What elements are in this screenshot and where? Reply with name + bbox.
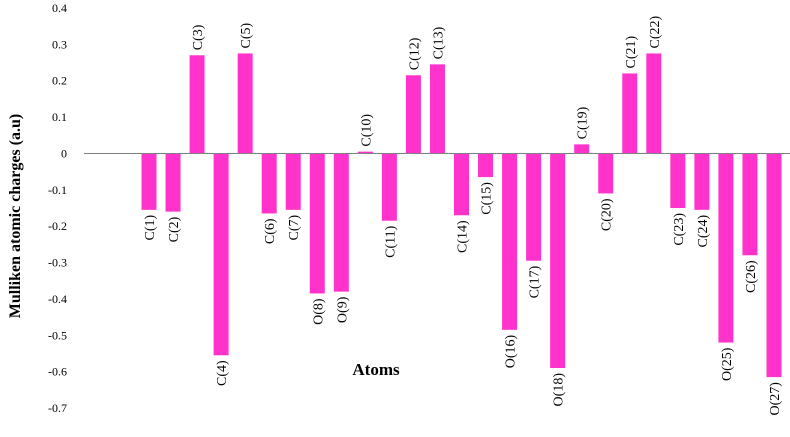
bar bbox=[405, 75, 421, 154]
y-axis-title: Mulliken atomic charges (a.u) bbox=[7, 114, 24, 318]
category-label: C(5) bbox=[239, 22, 254, 48]
category-label: C(13) bbox=[431, 26, 446, 59]
bar bbox=[189, 55, 205, 154]
category-label: C(26) bbox=[744, 260, 759, 293]
category-label: C(19) bbox=[576, 106, 591, 139]
category-label: C(14) bbox=[456, 220, 471, 253]
category-label: O(8) bbox=[311, 298, 326, 325]
bar bbox=[381, 153, 397, 221]
y-tick-label: -0.7 bbox=[48, 401, 67, 415]
bar bbox=[165, 153, 181, 212]
bar bbox=[766, 153, 782, 378]
y-tick-label: 0.1 bbox=[52, 110, 67, 124]
bar bbox=[261, 153, 277, 214]
category-label: O(25) bbox=[720, 347, 735, 381]
category-label: C(7) bbox=[287, 214, 302, 240]
category-label: C(3) bbox=[191, 24, 206, 50]
bar bbox=[357, 151, 373, 154]
bar bbox=[742, 153, 758, 256]
bar bbox=[694, 153, 710, 210]
y-tick-label: 0 bbox=[61, 146, 67, 160]
y-tick-label: -0.4 bbox=[48, 292, 67, 306]
bar bbox=[454, 153, 469, 216]
category-label: O(9) bbox=[335, 296, 350, 323]
bar bbox=[622, 73, 638, 154]
bar bbox=[429, 64, 445, 154]
category-label: C(17) bbox=[528, 265, 543, 298]
category-label: C(4) bbox=[215, 360, 230, 386]
y-tick-label: -0.3 bbox=[48, 256, 67, 270]
category-labels: C(1) C(2) C(3) C(4) C(5) C(6) C(7) O(8) O(9) C(10… bbox=[143, 15, 783, 415]
y-tick-label: -0.6 bbox=[48, 365, 67, 379]
bar bbox=[478, 153, 494, 178]
category-label: C(2) bbox=[167, 216, 182, 242]
y-tick-label: 0.3 bbox=[52, 37, 67, 51]
bar bbox=[598, 153, 614, 194]
category-label: C(21) bbox=[624, 35, 639, 68]
bar bbox=[526, 153, 542, 261]
category-label: C(20) bbox=[600, 198, 615, 231]
x-axis-title: Atoms bbox=[352, 360, 400, 379]
bar bbox=[574, 144, 590, 154]
category-label: C(12) bbox=[407, 37, 422, 70]
category-label: C(11) bbox=[383, 225, 398, 257]
category-label: O(18) bbox=[552, 373, 567, 407]
category-label: C(23) bbox=[672, 213, 687, 246]
category-label: C(1) bbox=[143, 214, 158, 240]
category-label: C(24) bbox=[696, 214, 711, 247]
y-tick-label: -0.1 bbox=[48, 183, 67, 197]
category-label: O(27) bbox=[768, 382, 783, 416]
bar bbox=[237, 53, 253, 154]
bars bbox=[141, 53, 782, 378]
bar bbox=[213, 153, 229, 356]
category-label: C(6) bbox=[263, 218, 278, 244]
category-label: C(10) bbox=[359, 114, 374, 147]
category-label: C(15) bbox=[480, 182, 495, 215]
bar bbox=[333, 153, 349, 292]
bar bbox=[502, 153, 518, 330]
bar bbox=[550, 153, 566, 368]
bar bbox=[285, 153, 301, 210]
category-label: O(16) bbox=[504, 334, 519, 368]
bar bbox=[141, 153, 157, 210]
y-axis: 0.4 0.3 0.2 0.1 0 -0.1 -0.2 -0.3 -0.4 -0.5 -0.6 -0.… bbox=[48, 1, 67, 415]
y-tick-label: -0.2 bbox=[48, 219, 67, 233]
y-tick-label: 0.2 bbox=[52, 74, 67, 88]
category-label: C(22) bbox=[648, 15, 663, 48]
bar bbox=[309, 153, 325, 294]
bar bbox=[646, 53, 662, 154]
y-tick-label: -0.5 bbox=[48, 328, 67, 342]
bar bbox=[718, 153, 734, 343]
y-tick-label: 0.4 bbox=[52, 1, 67, 15]
bar bbox=[670, 153, 686, 208]
